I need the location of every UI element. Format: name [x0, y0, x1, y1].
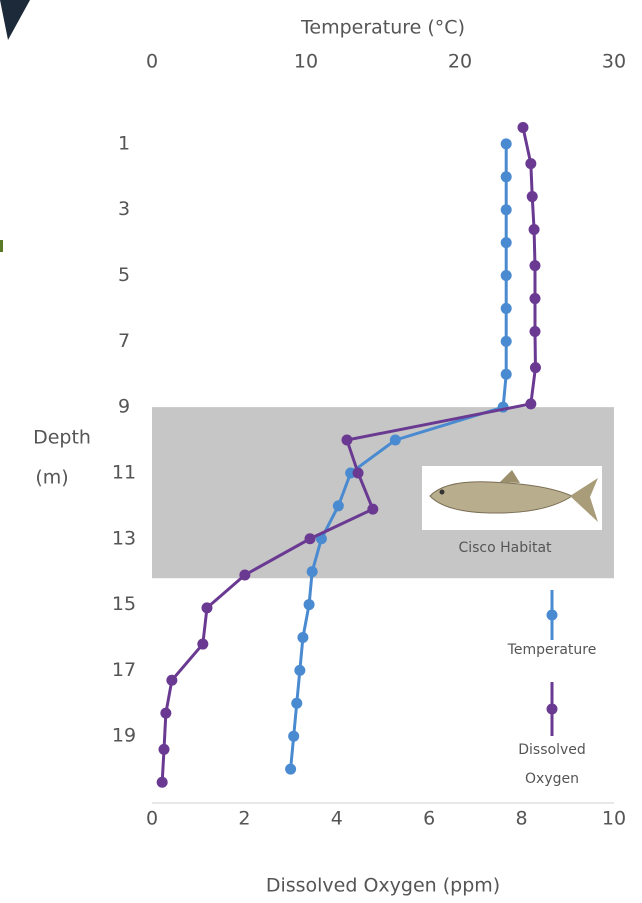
data-point: [500, 302, 512, 314]
data-point: [197, 638, 209, 650]
data-point: [297, 631, 309, 643]
data-point: [166, 674, 178, 686]
data-point: [389, 434, 401, 446]
data-point: [517, 121, 529, 133]
bottom-tick-label: 8: [516, 808, 528, 830]
data-point: [201, 602, 213, 614]
data-point: [528, 223, 540, 235]
y-tick-label: 15: [112, 593, 136, 615]
data-point: [285, 763, 297, 775]
data-point: [156, 776, 168, 788]
y-tick-label: 3: [118, 198, 130, 220]
top-axis-title: Temperature (°C): [300, 17, 465, 39]
data-point: [526, 191, 538, 203]
data-point: [332, 500, 344, 512]
data-point: [500, 270, 512, 282]
fish-picture: [422, 466, 602, 530]
y-tick-label: 9: [118, 396, 130, 418]
series-line: [160, 127, 537, 783]
data-point: [352, 467, 364, 479]
y-axis-title: (m): [35, 467, 68, 489]
data-point: [304, 533, 316, 545]
y-tick-label: 19: [112, 725, 136, 747]
y-tick-label: 13: [112, 527, 136, 549]
y-axis-title: Depth: [33, 427, 91, 449]
data-point: [529, 293, 541, 305]
legend-label: Temperature: [507, 642, 597, 658]
data-point: [500, 237, 512, 249]
data-point: [239, 569, 251, 581]
data-point: [525, 158, 537, 170]
top-tick-label: 0: [146, 51, 158, 73]
bottom-tick-label: 10: [602, 808, 626, 830]
data-point: [525, 398, 537, 410]
legend-marker: [546, 703, 558, 715]
data-point: [303, 599, 315, 611]
data-point: [500, 171, 512, 183]
y-tick-label: 11: [112, 461, 136, 483]
fish-tail: [570, 478, 598, 522]
y-tick-label: 5: [118, 264, 130, 286]
top-tick-label: 20: [448, 51, 472, 73]
data-point: [529, 362, 541, 374]
data-point: [500, 368, 512, 380]
bottom-tick-label: 2: [238, 808, 250, 830]
y-tick-label: 1: [118, 132, 130, 154]
data-point: [341, 434, 353, 446]
top-tick-label: 10: [294, 51, 318, 73]
y-tick-label: 7: [118, 330, 130, 352]
data-point: [529, 325, 541, 337]
edge-decoration: [0, 240, 3, 252]
legend-label: Dissolved Oxygen: [518, 742, 586, 787]
corner-decoration: [0, 0, 30, 40]
bottom-tick-label: 4: [331, 808, 343, 830]
band-label: Cisco Habitat: [458, 540, 552, 556]
bottom-tick-label: 6: [423, 808, 435, 830]
data-point: [500, 204, 512, 216]
fish-eye: [439, 489, 445, 495]
fish-fin: [500, 470, 520, 483]
data-point: [500, 138, 512, 150]
data-point: [160, 707, 172, 719]
bottom-axis-title: Dissolved Oxygen (ppm): [266, 875, 500, 897]
top-tick-label: 30: [602, 51, 626, 73]
data-point: [500, 335, 512, 347]
y-tick-label: 17: [112, 659, 136, 681]
data-point: [306, 566, 318, 578]
legend-marker: [546, 609, 558, 621]
data-point: [529, 260, 541, 272]
data-point: [367, 503, 379, 515]
data-point: [291, 697, 303, 709]
data-point: [288, 730, 300, 742]
bottom-tick-label: 0: [146, 808, 158, 830]
data-point: [158, 743, 170, 755]
data-point: [294, 664, 306, 676]
